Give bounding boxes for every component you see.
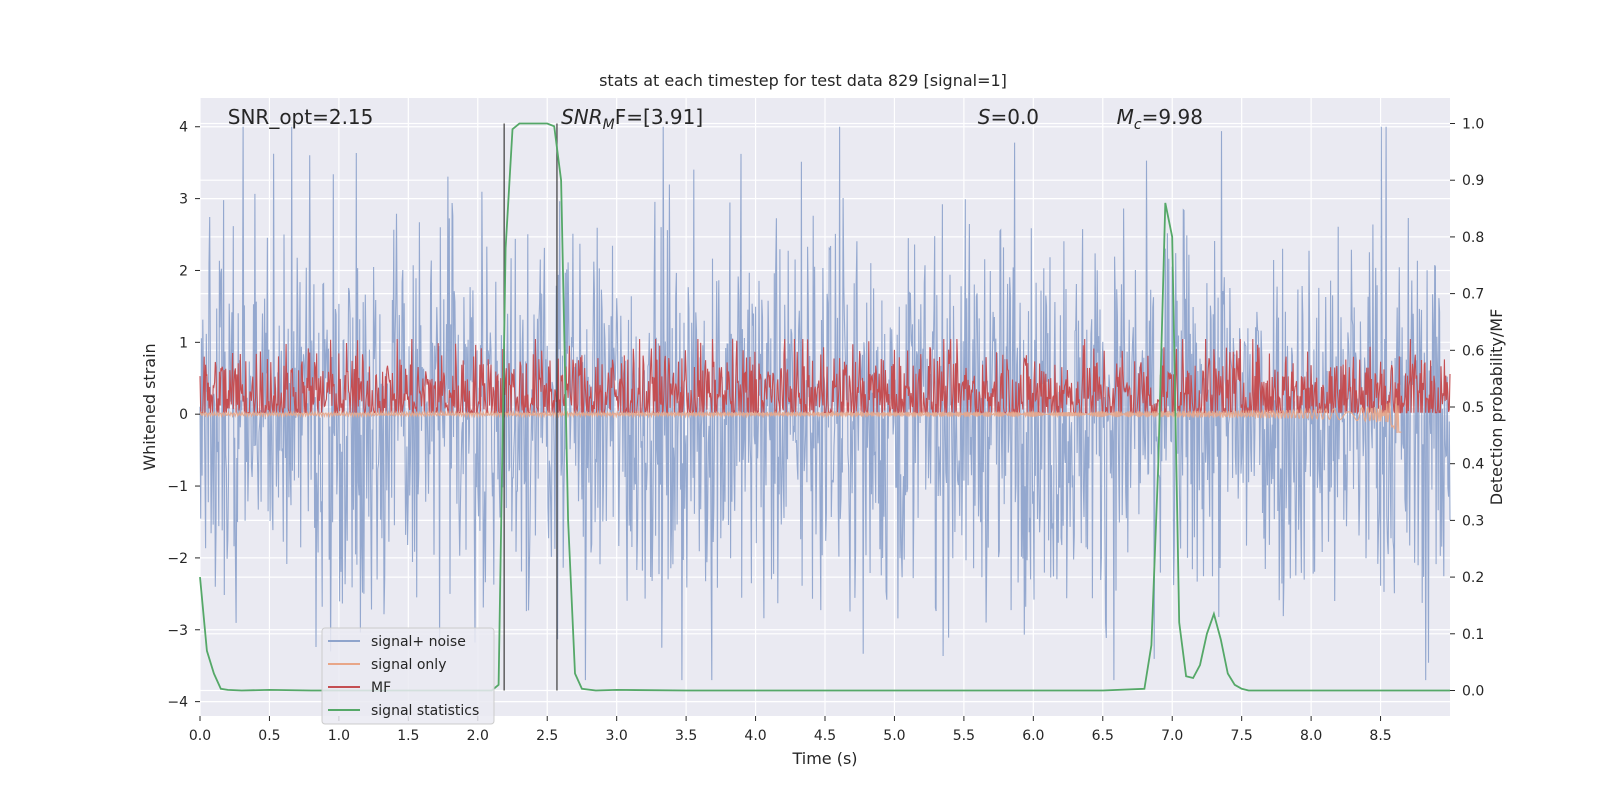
annotation-s-main: S (978, 105, 991, 129)
y2-tick-label: 0.5 (1462, 400, 1484, 416)
y-axis-label: Whitened strain (140, 343, 159, 470)
chart-title: stats at each timestep for test data 829… (599, 71, 1007, 90)
y-tick-label: −2 (167, 551, 188, 567)
x-tick-label: 6.5 (1092, 728, 1114, 744)
legend-label-signal-statistics: signal statistics (371, 703, 479, 719)
x-tick-label: 5.5 (953, 728, 975, 744)
legend-box (321, 627, 495, 725)
y-tick-label: −1 (167, 479, 188, 495)
y2-tick-label: 1.0 (1462, 117, 1484, 133)
x-tick-label: 5.0 (883, 728, 905, 744)
annotation-mc-rest: =9.98 (1142, 105, 1203, 129)
x-tick-label: 7.5 (1231, 728, 1253, 744)
annotation-s: S=0.0 (978, 105, 1039, 129)
x-tick-label: 4.5 (814, 728, 836, 744)
y-tick-label: 0 (179, 407, 188, 423)
y2-tick-label: 0.1 (1462, 627, 1484, 643)
y-tick-label: 1 (179, 335, 188, 351)
legend-label-mf: MF (371, 680, 391, 696)
x-tick-label: 3.5 (675, 728, 697, 744)
legend-label-signal-only: signal only (371, 657, 446, 673)
x-tick-label: 8.5 (1369, 728, 1391, 744)
legend-label-signal-noise: signal+ noise (371, 634, 466, 650)
x-tick-label: 8.0 (1300, 728, 1322, 744)
x-tick-label: 3.0 (606, 728, 628, 744)
x-tick-label: 1.5 (397, 728, 419, 744)
series-mf (199, 338, 1451, 415)
x-axis-label: Time (s) (791, 749, 857, 768)
x-tick-label: 4.0 (744, 728, 766, 744)
y2-tick-label: 0.2 (1462, 570, 1484, 586)
y2-axis-ticks: 1.0 0.9 0.8 0.7 0.6 0.5 0.4 0.3 0.2 0.1 0.0 (1450, 117, 1484, 699)
signal-noise-line (199, 126, 1451, 681)
signal-only-line (199, 397, 1402, 434)
y-tick-label: 4 (179, 120, 188, 136)
x-tick-label: 2.0 (467, 728, 489, 744)
series-signal-noise (199, 126, 1451, 681)
y2-tick-label: 0.6 (1462, 343, 1484, 359)
y2-tick-label: 0.9 (1462, 173, 1484, 189)
annotation-mc-main: M (1117, 105, 1134, 129)
annotation-snr-mf-rest: F=[3.91] (615, 105, 703, 129)
x-tick-label: 7.0 (1161, 728, 1183, 744)
series-signal-only (199, 397, 1402, 434)
y2-tick-label: 0.3 (1462, 513, 1484, 529)
annotation-mc-sub: c (1134, 117, 1142, 133)
annotation-snr-mf: SNRMF=[3.91] (561, 105, 703, 133)
x-tick-label: 0.5 (258, 728, 280, 744)
y2-tick-label: 0.0 (1462, 683, 1484, 699)
x-tick-label: 2.5 (536, 728, 558, 744)
annotation-snr-mf-main: SNR (561, 105, 603, 129)
x-tick-label: 0.0 (189, 728, 211, 744)
x-tick-label: 6.0 (1022, 728, 1044, 744)
y2-tick-label: 0.8 (1462, 230, 1484, 246)
annotation-mc: Mc=9.98 (1117, 105, 1203, 133)
annotation-snr-opt: SNR_opt=2.15 (228, 105, 374, 129)
y-tick-label: −3 (167, 623, 188, 639)
y2-axis-label: Detection probability/MF (1487, 309, 1506, 506)
x-tick-label: 1.0 (328, 728, 350, 744)
annotation-snr-mf-sub: M (603, 117, 615, 133)
y2-tick-label: 0.7 (1462, 287, 1484, 303)
y-axis-ticks: 4 3 2 1 0 −1 −2 −3 −4 (167, 120, 200, 711)
y-tick-label: −4 (167, 695, 188, 711)
vertical-markers (503, 123, 558, 691)
y-tick-label: 3 (179, 192, 188, 208)
mf-line (199, 338, 1451, 415)
y-tick-label: 2 (179, 263, 188, 279)
x-axis-ticks: 0.0 0.5 1.0 1.5 2.0 2.5 3.0 3.5 4.0 4.5 5.0 5.5 6.0 6… (189, 716, 1392, 744)
y2-tick-label: 0.4 (1462, 457, 1484, 473)
legend: signal+ noise signal only MF signal stat… (321, 627, 495, 725)
annotation-s-rest: =0.0 (990, 105, 1039, 129)
